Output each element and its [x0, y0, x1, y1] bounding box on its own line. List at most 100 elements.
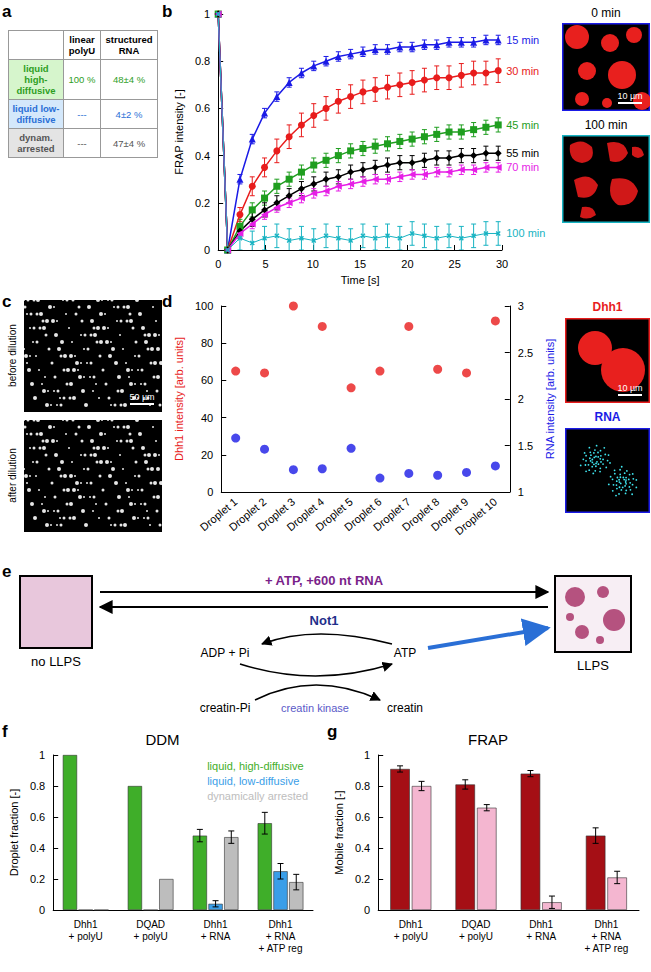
svg-text:0.8: 0.8 [195, 55, 210, 67]
svg-text:Droplet 7: Droplet 7 [370, 495, 413, 534]
svg-text:1: 1 [518, 486, 524, 498]
svg-text:Droplet 5: Droplet 5 [313, 495, 355, 534]
svg-text:20: 20 [201, 449, 213, 461]
svg-text:80: 80 [201, 337, 213, 349]
svg-text:Dhh1: Dhh1 [74, 919, 98, 930]
svg-text:20: 20 [401, 258, 413, 270]
svg-text:Mobile fraction [-]: Mobile fraction [-] [333, 790, 345, 874]
svg-text:0: 0 [204, 244, 210, 256]
svg-text:0: 0 [364, 904, 370, 916]
svg-text:+ ATP, +600 nt RNA: + ATP, +600 nt RNA [265, 573, 384, 588]
svg-text:liquid, low-diffusive: liquid, low-diffusive [207, 775, 299, 787]
svg-text:3: 3 [518, 300, 524, 312]
svg-text:Droplet 3: Droplet 3 [255, 495, 298, 534]
svg-text:DQAD: DQAD [136, 919, 165, 930]
svg-text:creatin kinase: creatin kinase [281, 702, 349, 714]
svg-text:2: 2 [518, 393, 524, 405]
svg-text:100: 100 [195, 300, 213, 312]
svg-text:1: 1 [39, 749, 45, 761]
svg-text:Droplet 2: Droplet 2 [226, 495, 269, 534]
svg-text:0.4: 0.4 [195, 150, 210, 162]
svg-text:ATP: ATP [394, 646, 416, 660]
svg-text:Dhh1: Dhh1 [204, 919, 228, 930]
svg-text:1.5: 1.5 [518, 440, 533, 452]
svg-text:+ RNA: + RNA [201, 931, 231, 942]
html-text:dynam. arrested: dynam. arrested [17, 132, 55, 154]
svg-text:30 min: 30 min [506, 65, 539, 77]
svg-text:0.6: 0.6 [355, 811, 370, 823]
svg-text:DQAD: DQAD [462, 919, 491, 930]
svg-text:60: 60 [201, 374, 213, 386]
svg-text:creatin: creatin [387, 701, 423, 715]
svg-text:5: 5 [262, 258, 268, 270]
svg-text:DDM: DDM [145, 731, 179, 748]
svg-text:+ polyU: + polyU [69, 931, 103, 942]
svg-text:1: 1 [204, 8, 210, 20]
svg-text:ADP + Pi: ADP + Pi [201, 646, 250, 660]
html-text:liquid low-diffusive: liquid low-diffusive [12, 103, 60, 125]
svg-text:2.5: 2.5 [518, 347, 533, 359]
svg-text:0.2: 0.2 [30, 873, 45, 885]
svg-text:0.6: 0.6 [30, 811, 45, 823]
svg-text:0.2: 0.2 [195, 197, 210, 209]
svg-text:0.6: 0.6 [195, 102, 210, 114]
svg-text:15: 15 [354, 258, 366, 270]
html-text:linear polyU: linear polyU [68, 34, 96, 56]
svg-text:10 µm: 10 µm [617, 383, 642, 393]
svg-text:creatin-Pi: creatin-Pi [200, 701, 251, 715]
svg-text:Droplet fraction [-]: Droplet fraction [-] [8, 789, 20, 876]
svg-text:FRAP intensity [-]: FRAP intensity [-] [173, 89, 185, 174]
svg-text:+ RNA: + RNA [266, 931, 296, 942]
svg-text:Droplet 6: Droplet 6 [341, 495, 384, 534]
svg-text:0: 0 [207, 486, 213, 498]
svg-text:0.8: 0.8 [30, 780, 45, 792]
svg-text:+ ATP reg: + ATP reg [584, 943, 628, 954]
svg-text:Dhh1: Dhh1 [399, 919, 423, 930]
html-text:100 min: 100 min [584, 118, 628, 132]
svg-text:+ polyU: + polyU [459, 931, 493, 942]
svg-text:Not1: Not1 [310, 613, 339, 628]
svg-text:liquid, high-diffusive: liquid, high-diffusive [207, 760, 303, 772]
svg-text:Dhh1: Dhh1 [269, 919, 293, 930]
html-text:structured RNA: structured RNA [105, 34, 153, 56]
svg-text:Droplet 1: Droplet 1 [197, 495, 240, 534]
svg-text:0.2: 0.2 [355, 873, 370, 885]
svg-text:100 min: 100 min [506, 227, 545, 239]
svg-text:55 min: 55 min [506, 147, 539, 159]
svg-text:Dhh1 intensity [arb. units]: Dhh1 intensity [arb. units] [173, 337, 185, 461]
svg-text:0: 0 [39, 904, 45, 916]
svg-text:10: 10 [307, 258, 319, 270]
svg-text:0: 0 [215, 258, 221, 270]
svg-text:+ RNA: + RNA [592, 931, 622, 942]
svg-text:Dhh1: Dhh1 [529, 919, 553, 930]
svg-text:0.4: 0.4 [355, 842, 370, 854]
svg-text:+ RNA: + RNA [526, 931, 556, 942]
svg-text:Droplet 10: Droplet 10 [453, 495, 500, 537]
svg-text:FRAP: FRAP [468, 731, 508, 748]
svg-text:no LLPS: no LLPS [31, 654, 81, 669]
svg-text:10 µm: 10 µm [617, 91, 642, 101]
svg-text:25: 25 [449, 258, 461, 270]
svg-text:Time [s]: Time [s] [341, 274, 380, 286]
svg-text:0.4: 0.4 [30, 842, 45, 854]
svg-text:+ ATP reg: + ATP reg [259, 943, 303, 954]
html-text:liquid high-diffusive: liquid high-diffusive [16, 63, 56, 96]
svg-text:Droplet 9: Droplet 9 [428, 495, 471, 534]
html-text:0 min: 0 min [591, 6, 621, 20]
svg-text:1: 1 [364, 749, 370, 761]
svg-text:0.8: 0.8 [355, 780, 370, 792]
svg-text:Droplet 4: Droplet 4 [284, 495, 327, 534]
svg-text:45 min: 45 min [506, 119, 539, 131]
svg-text:Droplet 8: Droplet 8 [399, 495, 442, 534]
svg-text:70 min: 70 min [506, 161, 539, 173]
svg-text:+ polyU: + polyU [134, 931, 168, 942]
svg-text:RNA intensity [arb. units]: RNA intensity [arb. units] [544, 339, 556, 459]
svg-text:Dhh1: Dhh1 [594, 919, 618, 930]
svg-text:50 µm: 50 µm [129, 392, 154, 402]
svg-text:15 min: 15 min [506, 34, 539, 46]
svg-text:LLPS: LLPS [577, 658, 609, 673]
svg-text:30: 30 [496, 258, 508, 270]
svg-text:dynamically arrested: dynamically arrested [207, 790, 308, 802]
svg-text:+ polyU: + polyU [394, 931, 428, 942]
svg-text:40: 40 [201, 412, 213, 424]
